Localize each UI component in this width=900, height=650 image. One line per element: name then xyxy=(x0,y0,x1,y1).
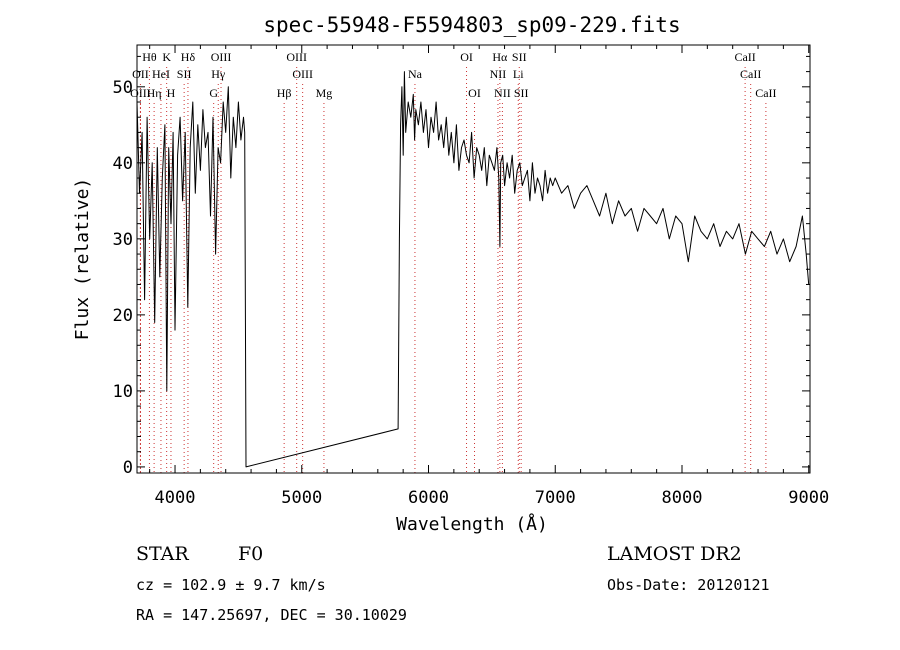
y-tick-label: 30 xyxy=(113,230,133,250)
y-tick-label: 10 xyxy=(113,382,133,402)
y-tick-label: 0 xyxy=(123,458,133,478)
marker-label: Mg xyxy=(316,86,333,100)
marker-label: Hθ xyxy=(142,50,157,64)
marker-label: OIII xyxy=(130,86,151,100)
marker-label: OIII xyxy=(286,50,307,64)
spectrum-series xyxy=(136,71,810,468)
marker-label: Hγ xyxy=(211,67,226,81)
subclass: F0 xyxy=(238,543,263,565)
marker-label: K xyxy=(162,50,171,64)
marker-label: Hβ xyxy=(277,86,292,100)
spectral-line-markers: Hθ K Hδ OIII OIII OI Hα SII CaII OII HeI SII Hγ OIII N… xyxy=(130,50,777,473)
x-tick-label: 4000 xyxy=(155,488,196,508)
chart-title: spec-55948-F5594803_sp09-229.fits xyxy=(263,13,680,37)
x-tick-label: 6000 xyxy=(408,488,449,508)
y-tick-label: 50 xyxy=(113,78,133,98)
spectrum-line xyxy=(136,71,810,468)
object-type: STAR xyxy=(136,543,189,565)
marker-label: CaII xyxy=(734,50,755,64)
marker-label: Hη xyxy=(147,86,162,100)
survey-name: LAMOST DR2 xyxy=(607,543,742,565)
marker-label: G xyxy=(209,86,218,100)
redshift-readout: cz = 102.9 ± 9.7 km/s xyxy=(136,576,326,594)
marker-label: SII xyxy=(514,86,529,100)
marker-label: SII xyxy=(177,67,192,81)
marker-label: Na xyxy=(408,67,423,81)
marker-label: H xyxy=(167,86,176,100)
plot-frame xyxy=(136,44,811,474)
obs-date: Obs-Date: 20120121 xyxy=(607,576,770,594)
x-tick-label: 9000 xyxy=(788,488,829,508)
marker-label: Hα xyxy=(492,50,508,64)
marker-label: OII xyxy=(132,67,149,81)
marker-label: OI xyxy=(468,86,481,100)
marker-label: SII xyxy=(512,50,527,64)
y-tick-label: 20 xyxy=(113,306,133,326)
marker-label: Li xyxy=(513,67,524,81)
marker-label: CaII xyxy=(755,86,776,100)
x-tick-label: 8000 xyxy=(662,488,703,508)
marker-label: OIII xyxy=(292,67,313,81)
marker-label: NII xyxy=(490,67,507,81)
coordinates: RA = 147.25697, DEC = 30.10029 xyxy=(136,606,407,624)
marker-label: OIII xyxy=(211,50,232,64)
x-axis-label: Wavelength (Å) xyxy=(396,513,548,535)
y-axis-label: Flux (relative) xyxy=(72,178,93,341)
marker-label: CaII xyxy=(740,67,761,81)
y-axis-ticks: 0 10 20 30 40 50 xyxy=(113,55,810,478)
x-tick-label: 7000 xyxy=(535,488,576,508)
marker-label: Hδ xyxy=(181,50,196,64)
marker-label: OI xyxy=(460,50,473,64)
x-axis-ticks: 4000 5000 6000 7000 8000 9000 xyxy=(149,45,829,508)
x-tick-label: 5000 xyxy=(281,488,322,508)
y-tick-label: 40 xyxy=(113,154,133,174)
marker-label: HeI xyxy=(152,67,170,81)
marker-label: NII xyxy=(494,86,511,100)
